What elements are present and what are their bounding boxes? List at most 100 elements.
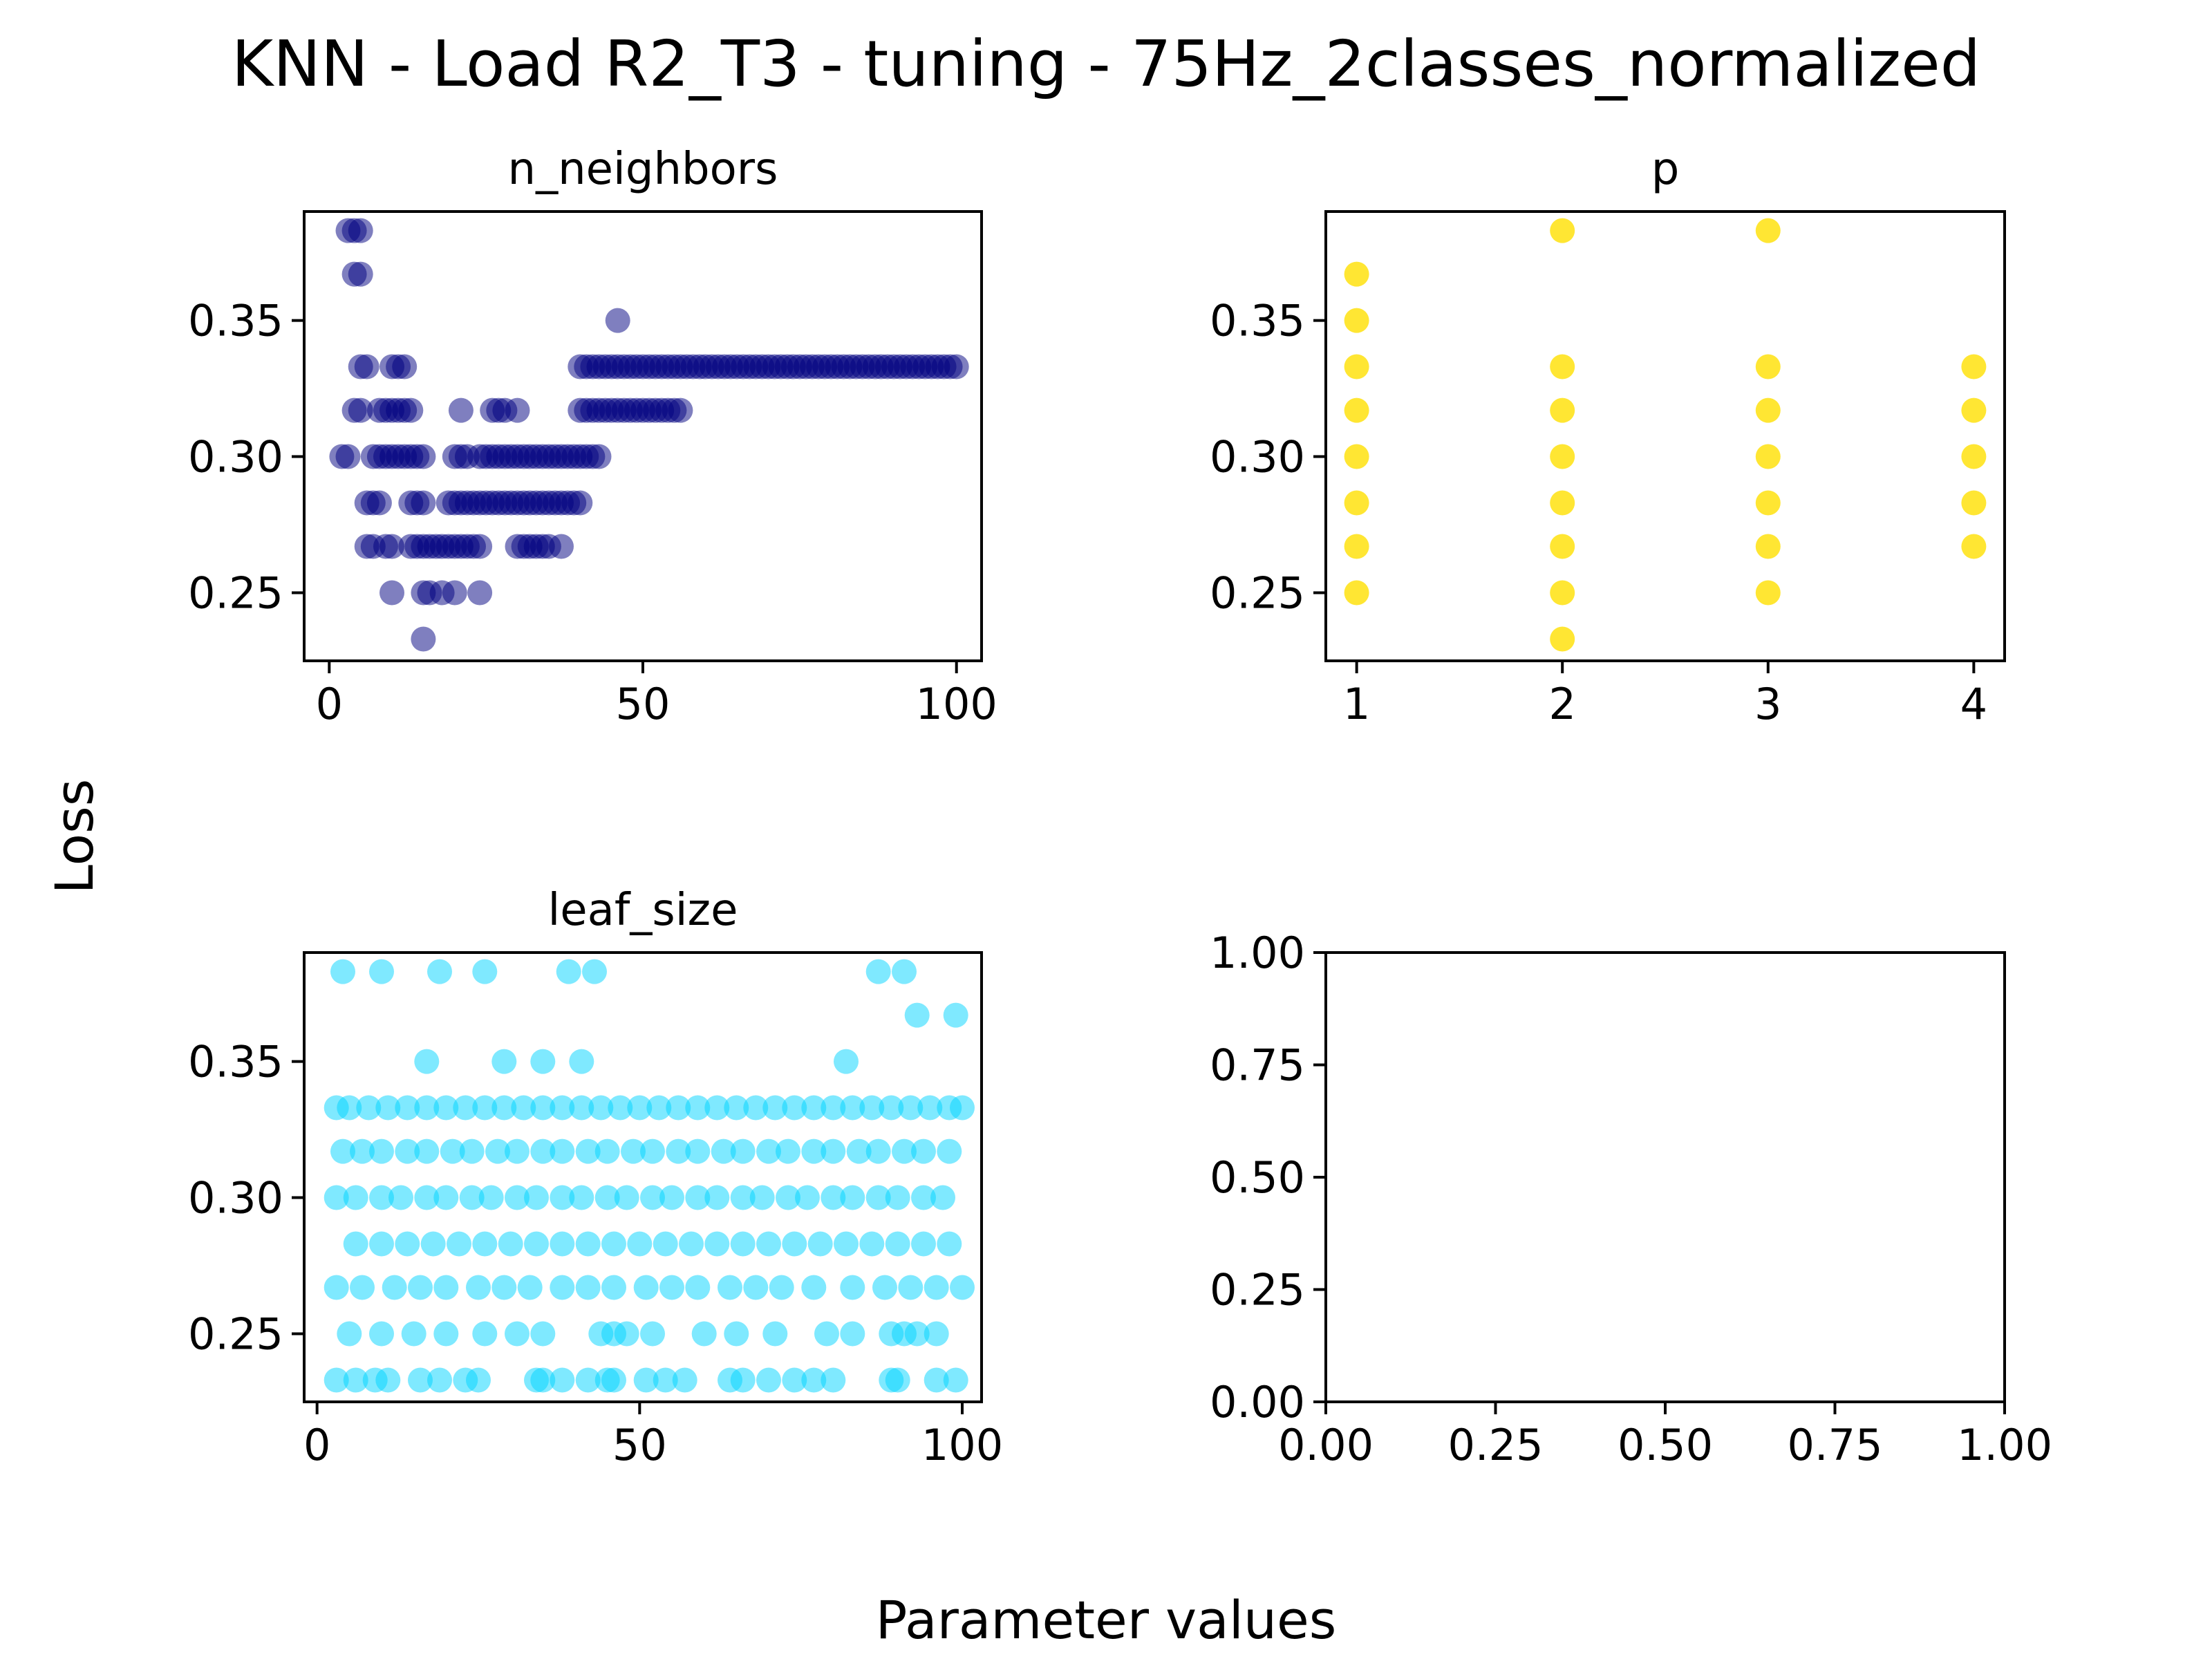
scatter-point — [392, 354, 418, 379]
scatter-point — [898, 1095, 924, 1121]
scatter-point — [685, 1185, 711, 1210]
scatter-point — [911, 1138, 936, 1164]
scatter-points-leaf-size — [324, 959, 975, 1393]
scatter-point — [348, 261, 373, 287]
scatter-point — [911, 1231, 936, 1257]
scatter-point — [653, 1231, 678, 1257]
scatter-point — [337, 1321, 362, 1347]
scatter-point — [350, 1138, 375, 1164]
scatter-point — [614, 1185, 639, 1210]
scatter-point — [840, 1185, 865, 1210]
scatter-point — [485, 1138, 510, 1164]
scatter-point — [569, 1185, 594, 1210]
subplot-p: p 1 2 3 4 0.25 0.30 0.35 — [1210, 144, 2006, 729]
scatter-point — [846, 1138, 872, 1164]
scatter-point — [756, 1138, 781, 1164]
scatter-point — [782, 1095, 807, 1121]
scatter-point — [330, 1138, 355, 1164]
scatter-point — [601, 1231, 626, 1257]
scatter-point — [369, 1185, 394, 1210]
scatter-point — [801, 1275, 827, 1300]
scatter-points-n-neighbors — [329, 218, 969, 652]
scatter-point — [679, 1231, 704, 1257]
scatter-point — [472, 1231, 498, 1257]
scatter-point — [859, 1231, 885, 1257]
scatter-point — [411, 444, 436, 469]
scatter-point — [440, 1138, 465, 1164]
x-tick-label: 2 — [1548, 679, 1575, 729]
scatter-point — [1550, 444, 1575, 469]
scatter-point — [924, 1321, 949, 1347]
scatter-point — [1755, 397, 1781, 423]
scatter-point — [776, 1185, 800, 1210]
scatter-point — [718, 1275, 742, 1300]
x-tick-label: 0.75 — [1787, 1420, 1882, 1470]
y-tick-label: 0.30 — [1210, 432, 1305, 482]
scatter-point — [614, 1321, 639, 1347]
scatter-point — [491, 1095, 517, 1121]
scatter-point — [398, 397, 424, 423]
scatter-point — [730, 1231, 756, 1257]
scatter-point — [691, 1321, 717, 1347]
scatter-point — [586, 444, 612, 469]
scatter-point — [550, 1095, 575, 1121]
scatter-point — [386, 444, 411, 469]
scatter-point — [1344, 490, 1369, 516]
scatter-point — [433, 1095, 459, 1121]
scatter-point — [782, 1367, 807, 1393]
scatter-point — [459, 1185, 485, 1210]
scatter-point — [601, 1367, 626, 1393]
figure-x-label: Parameter values — [876, 1589, 1337, 1651]
scatter-point — [550, 1275, 575, 1300]
scatter-point — [369, 1231, 394, 1257]
subplot-title: n_neighbors — [508, 144, 778, 195]
scatter-point — [840, 1275, 865, 1300]
y-tick-label: 0.30 — [188, 1173, 283, 1224]
scatter-point — [924, 1275, 949, 1300]
scatter-point — [640, 1321, 665, 1347]
scatter-point — [801, 1095, 827, 1121]
scatter-point — [414, 1185, 440, 1210]
scatter-point — [1550, 218, 1575, 243]
scatter-point — [466, 1275, 491, 1300]
axes-frame-n-neighbors — [303, 210, 983, 662]
scatter-point — [505, 1185, 529, 1210]
scatter-point — [530, 1321, 556, 1347]
axes-frame-leaf-size — [303, 951, 983, 1403]
scatter-point — [807, 1231, 833, 1257]
scatter-point — [467, 580, 493, 606]
scatter-point — [930, 1185, 955, 1210]
scatter-point — [937, 1231, 962, 1257]
scatter-point — [401, 1321, 427, 1347]
scatter-point — [672, 1367, 697, 1393]
scatter-point — [782, 1231, 807, 1257]
scatter-point — [1344, 444, 1369, 469]
scatter-point — [892, 959, 917, 984]
x-tick-label: 0.50 — [1618, 1420, 1713, 1470]
scatter-point — [724, 1095, 749, 1121]
subplot-title: leaf_size — [548, 885, 738, 936]
scatter-point — [776, 1138, 800, 1164]
scatter-point — [666, 1138, 691, 1164]
scatter-point — [762, 1095, 788, 1121]
scatter-point — [530, 1095, 556, 1121]
scatter-point — [795, 1185, 820, 1210]
scatter-point — [324, 1367, 349, 1393]
scatter-point — [472, 1095, 498, 1121]
scatter-point — [917, 1095, 943, 1121]
scatter-point — [685, 1095, 711, 1121]
scatter-point — [646, 1095, 672, 1121]
scatter-point — [550, 1185, 575, 1210]
scatter-point — [530, 1367, 556, 1393]
y-tick-label: 0.25 — [1210, 568, 1305, 619]
scatter-point — [356, 1095, 382, 1121]
scatter-point — [821, 1185, 846, 1210]
scatter-point — [1961, 490, 1987, 516]
scatter-point — [943, 1002, 968, 1028]
scatter-point — [743, 1275, 769, 1300]
scatter-point — [633, 1367, 659, 1393]
scatter-point — [414, 1138, 440, 1164]
y-tick-label: 0.25 — [188, 568, 283, 619]
scatter-point — [395, 1138, 420, 1164]
figure-title: KNN - Load R2_T3 - tuning - 75Hz_2classe… — [232, 27, 1980, 101]
